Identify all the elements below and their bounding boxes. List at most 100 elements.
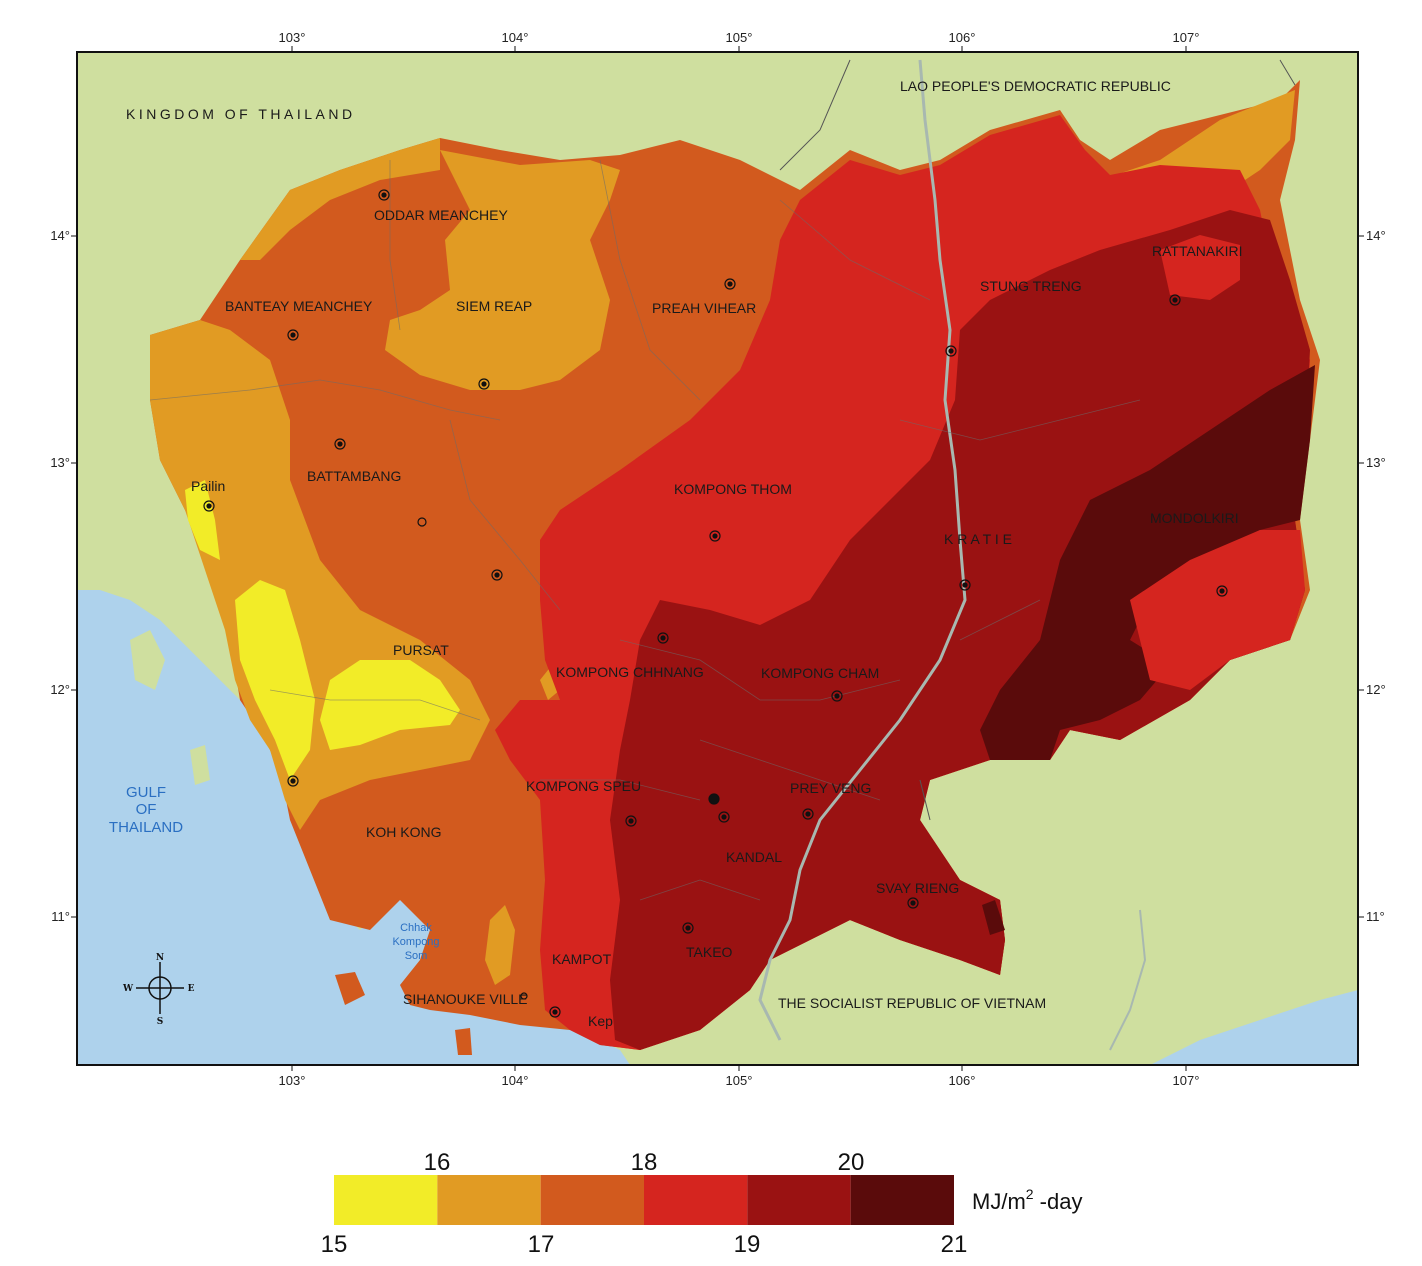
left-axis: 14° 13° 12° 11° (50, 228, 70, 924)
label-vietnam: THE SOCIALIST REPUBLIC OF VIETNAM (778, 995, 1046, 1011)
right-axis: 14° 13° 12° 11° (1366, 228, 1386, 924)
zone-15-16 (235, 580, 315, 780)
label-stung-treng: STUNG TRENG (980, 278, 1082, 294)
city-marker (709, 530, 721, 542)
top-tick: 103° (279, 30, 306, 45)
left-tick: 13° (50, 455, 70, 470)
label-kompong-thom: KOMPONG THOM (674, 481, 792, 497)
city-marker (491, 569, 503, 581)
legend-top-value: 16 (424, 1149, 451, 1176)
label-prey-veng: PREY VENG (790, 780, 871, 796)
color-legend: 16 18 20 15 17 19 21 MJ/m2 -day (321, 1149, 1083, 1258)
label-preah-vihear: PREAH VIHEAR (652, 300, 756, 316)
zone-18-19 (1130, 530, 1305, 690)
zone-19-20 (610, 210, 1310, 1050)
international-border (779, 59, 1296, 821)
city-marker (831, 690, 843, 702)
legend-swatch-2 (540, 1175, 644, 1225)
right-tick: 13° (1366, 455, 1386, 470)
top-axis: 103° 104° 105° 106° 107° (279, 30, 1200, 45)
right-tick: 11° (1366, 909, 1385, 924)
city-marker (1216, 585, 1228, 597)
city-marker (682, 922, 694, 934)
label-siem-reap: SIEM REAP (456, 298, 532, 314)
bottom-tick: 103° (279, 1073, 306, 1088)
right-tick: 12° (1366, 682, 1386, 697)
mekong-river (758, 59, 967, 1041)
city-marker (724, 278, 736, 290)
top-tick: 105° (726, 30, 753, 45)
legend-bins (334, 1175, 954, 1225)
city-marker (1169, 294, 1181, 306)
compass-e: E (188, 984, 195, 994)
label-bay-line3: Som (405, 950, 428, 962)
legend-top-value: 18 (631, 1149, 658, 1176)
label-svay-rieng: SVAY RIENG (876, 880, 959, 896)
zone-16-17 (385, 150, 620, 390)
bottom-tick: 104° (502, 1073, 529, 1088)
label-rattanakiri: RATTANAKIRI (1152, 243, 1243, 259)
zone-16-17 (540, 665, 560, 700)
legend-swatch-0 (334, 1175, 438, 1225)
label-banteay-meanchey: BANTEAY MEANCHEY (225, 298, 373, 314)
zone-20-21 (982, 900, 1005, 935)
legend-unit-prefix: MJ/m (972, 1189, 1026, 1214)
label-gulf-line1: GULF (126, 784, 166, 801)
city-marker (417, 517, 427, 527)
bottom-tick: 107° (1173, 1073, 1200, 1088)
city-marker (945, 345, 957, 357)
tick-marks (71, 46, 1364, 1071)
label-battambang: BATTAMBANG (307, 468, 401, 484)
compass-rose-icon: N S E W (122, 953, 195, 1027)
bottom-axis: 103° 104° 105° 106° 107° (279, 1073, 1200, 1088)
label-pursat: PURSAT (393, 642, 449, 658)
city-marker (718, 811, 730, 823)
label-laos: LAO PEOPLE'S DEMOCRATIC REPUBLIC (900, 78, 1171, 94)
label-kompong-speu: KOMPONG SPEU (526, 778, 641, 794)
island (455, 1028, 472, 1055)
left-tick: 11° (51, 909, 70, 924)
compass-w: W (122, 984, 134, 994)
bottom-tick: 106° (949, 1073, 976, 1088)
label-koh-kong: KOH KONG (366, 824, 441, 840)
zone-16-17 (485, 905, 515, 985)
city-marker (287, 775, 299, 787)
legend-swatch-3 (644, 1175, 748, 1225)
label-gulf-line3: THAILAND (109, 819, 183, 836)
gulf-of-thailand-water (77, 590, 630, 1065)
capital-marker (708, 793, 720, 805)
city-marker (378, 189, 390, 201)
left-tick: 14° (50, 228, 70, 243)
city-marker (520, 992, 528, 1000)
label-kandal: KANDAL (726, 849, 782, 865)
legend-unit-sup: 2 (1026, 1186, 1034, 1202)
city-marker (287, 329, 299, 341)
compass-n: N (156, 953, 164, 963)
label-gulf-line2: OF (136, 801, 157, 818)
city-marker (625, 815, 637, 827)
island (190, 745, 210, 785)
top-tick: 107° (1173, 30, 1200, 45)
label-sihanoukville: SIHANOUKE VILLE (403, 991, 528, 1007)
island (130, 630, 165, 690)
label-kampot: KAMPOT (552, 951, 612, 967)
label-takeo: TAKEO (686, 944, 733, 960)
city-marker (203, 500, 215, 512)
legend-bottom-value: 15 (321, 1231, 348, 1258)
top-tick: 106° (949, 30, 976, 45)
city-marker (959, 579, 971, 591)
province-labels: ODDAR MEANCHEY BANTEAY MEANCHEY SIEM REA… (191, 207, 1243, 1029)
legend-swatch-4 (747, 1175, 851, 1225)
province-borders (149, 159, 1141, 901)
legend-top-value: 20 (838, 1149, 865, 1176)
legend-bottom-value: 19 (734, 1231, 761, 1258)
map-frame (76, 51, 1359, 1066)
left-tick: 12° (50, 682, 70, 697)
legend-unit-suffix: -day (1034, 1189, 1083, 1214)
zone-15-16 (320, 660, 460, 750)
city-markers (203, 189, 1228, 1018)
label-kompong-cham: KOMPONG CHAM (761, 665, 879, 681)
legend-unit: MJ/m2 -day (972, 1186, 1082, 1214)
label-thailand: KINGDOM OF THAILAND (126, 106, 356, 122)
label-bay-line2: Kompong (392, 936, 439, 948)
